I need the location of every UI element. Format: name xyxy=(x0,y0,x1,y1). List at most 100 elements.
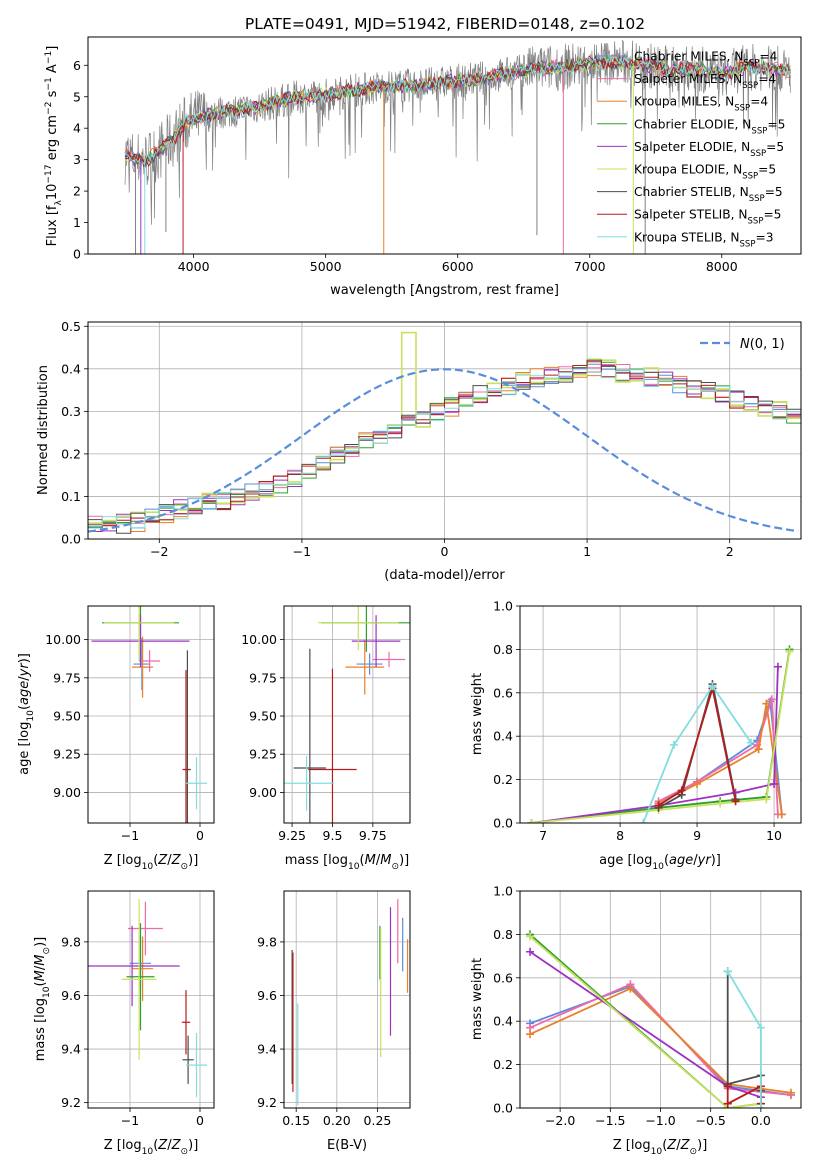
x-tick-label: 10 xyxy=(766,828,782,843)
label-part: M xyxy=(380,853,391,868)
axes-frame xyxy=(87,605,215,824)
y-tick-label: 0.2 xyxy=(61,446,81,461)
mass-weight-series-line xyxy=(529,935,762,1108)
y-axis-label: Normed distribution xyxy=(36,365,51,495)
y-tick-label: 9.25 xyxy=(249,747,277,762)
x-axis-label: age [log10(age/yr)] xyxy=(599,853,721,872)
label-part: =4 xyxy=(758,72,776,86)
label-part: −2 xyxy=(44,102,54,115)
y-tick-label: 10.00 xyxy=(241,632,277,647)
label-part: A xyxy=(45,64,60,77)
x-tick-label: 0.20 xyxy=(323,1113,351,1128)
model-spectrum-line xyxy=(124,54,791,168)
label-part: SSP xyxy=(747,217,763,227)
mass-vs-extinction-panel: 0.15 0.20 0.25 9.2 9.4 9.6 9.8 E(B-V) xyxy=(257,890,411,1153)
label-part: Kroupa MILES, N xyxy=(634,95,734,109)
mass-weight-point-marker xyxy=(756,1104,765,1108)
label-part: )] xyxy=(33,937,48,947)
label-part: −17 xyxy=(44,164,54,183)
x-tick-label: −1.0 xyxy=(645,1113,675,1128)
y-tick-label: 2 xyxy=(73,184,81,199)
plot-area xyxy=(291,899,409,1106)
label-part: Salpeter STELIB, N xyxy=(634,208,747,222)
label-part: )] xyxy=(711,853,721,868)
label-part: =5 xyxy=(765,185,783,199)
mass-weight-point-marker xyxy=(527,819,536,823)
label-part: 10 xyxy=(142,862,154,872)
label-part: 10 xyxy=(45,184,60,201)
y-tick-label: 4 xyxy=(73,121,81,136)
label-part: 10 xyxy=(142,1147,154,1157)
x-axis-label: Z [log10(Z/Z⊙)] xyxy=(613,1138,708,1157)
label-part: =3 xyxy=(755,230,773,244)
label-part: Z xyxy=(171,853,182,868)
y-tick-label: 9.6 xyxy=(61,988,81,1003)
errorbar-point xyxy=(126,923,155,1031)
residual-histogram-step xyxy=(88,368,801,529)
label-part: SSP xyxy=(742,172,758,182)
y-tick-label: 9.6 xyxy=(257,988,277,1003)
errorbar-point xyxy=(132,636,154,698)
errorbar-point xyxy=(182,670,190,823)
legend-entry: Kroupa ELODIE, NSSP=5 xyxy=(634,163,776,182)
x-tick-label: 0 xyxy=(441,544,449,559)
label-part: =5 xyxy=(767,117,785,131)
residual-histogram-step xyxy=(88,363,801,529)
mass-weight-point-marker xyxy=(526,932,535,941)
legend-entry: Salpeter STELIB, NSSP=5 xyxy=(634,208,781,227)
label-part: / xyxy=(693,853,698,868)
x-tick-label: 4000 xyxy=(178,259,210,274)
label-part: )] xyxy=(188,1138,198,1153)
y-tick-label: 0.4 xyxy=(493,729,513,744)
mass-weight-point-marker xyxy=(767,695,776,704)
y-tick-label: 3 xyxy=(73,152,81,167)
label-part: ( xyxy=(17,705,32,710)
label-part: Z xyxy=(680,1138,691,1153)
label-part: SSP xyxy=(743,59,759,69)
x-axis-label: mass [log10(M/M⊙)] xyxy=(285,853,409,872)
y-tick-label: 9.00 xyxy=(53,785,81,800)
legend-entry: N(0, 1) xyxy=(740,337,785,352)
label-part: Flux [f xyxy=(45,205,60,246)
y-tick-label: 0 xyxy=(73,247,81,262)
mass-weight-point-marker xyxy=(669,740,678,749)
errorbar-point xyxy=(132,936,154,1001)
y-tick-label: 6 xyxy=(73,58,81,73)
label-part: Z xyxy=(157,853,168,868)
label-part: / xyxy=(676,1138,681,1153)
label-part: SSP xyxy=(742,81,758,91)
label-part: SSP xyxy=(740,239,756,249)
y-tick-label: 9.75 xyxy=(249,670,277,685)
label-part: / xyxy=(17,676,32,681)
label-part: =5 xyxy=(763,208,781,222)
x-tick-label: 0.25 xyxy=(364,1113,392,1128)
label-part: Chabrier MILES, N xyxy=(634,50,743,64)
label-part: Z [log xyxy=(104,1138,142,1153)
y-tick-label: 0.0 xyxy=(61,532,81,547)
x-axis-label: (data-model)/error xyxy=(384,568,505,583)
label-part: yr xyxy=(697,853,713,868)
y-axis-label: mass weight xyxy=(470,958,485,1040)
errorbar-point xyxy=(317,606,399,651)
x-tick-label: 0 xyxy=(196,1113,204,1128)
label-part: ( xyxy=(153,853,158,868)
y-tick-label: 0.0 xyxy=(493,816,513,831)
y-tick-label: 0.2 xyxy=(493,1057,513,1072)
label-part: ⊙ xyxy=(181,1147,189,1157)
errorbar-point xyxy=(182,1035,194,1084)
label-part: SSP xyxy=(750,149,766,159)
label-part: ( xyxy=(662,1138,667,1153)
label-part: M xyxy=(365,853,376,868)
age-vs-mass-panel: 9.25 9.5 9.75 9.00 9.25 9.50 9.75 10.00 mass [lo… xyxy=(241,605,411,872)
legend-entry: Chabrier ELODIE, NSSP=5 xyxy=(634,117,785,136)
x-tick-label: 0.0 xyxy=(751,1113,771,1128)
errorbar-point xyxy=(88,925,180,1007)
errorbar-point xyxy=(345,639,385,695)
y-axis-label: Flux [fλ10−17 erg cm−2 s−1 A−1] xyxy=(44,46,64,247)
mass-weight-point-marker xyxy=(639,819,648,823)
label-part: / xyxy=(376,853,381,868)
legend-entry: Kroupa MILES, NSSP=4 xyxy=(634,95,768,114)
axes-frame xyxy=(283,890,411,1109)
